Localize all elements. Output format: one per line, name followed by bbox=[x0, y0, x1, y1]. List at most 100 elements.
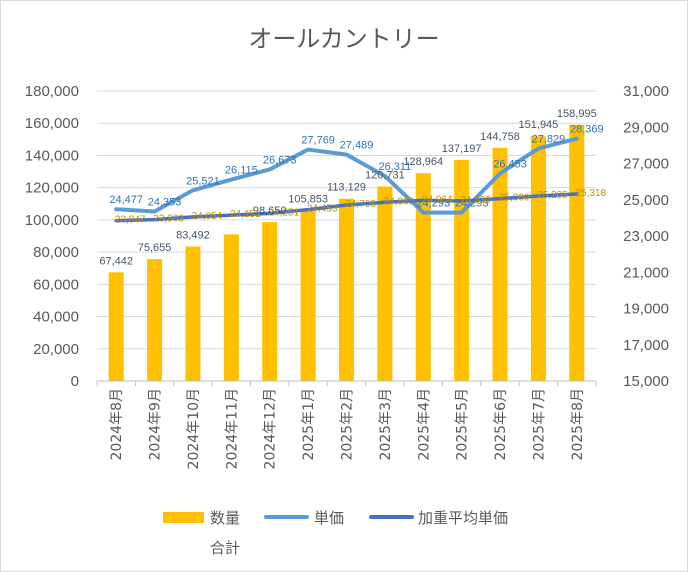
unit-price-label: 27,489 bbox=[340, 140, 374, 152]
weighted-avg-label: 24,708 bbox=[345, 199, 376, 210]
chart-title: オールカントリー bbox=[248, 25, 439, 53]
weighted-avg-label: 24,860 bbox=[384, 196, 415, 207]
x-tick-label: 2025年8月 bbox=[570, 388, 586, 461]
weighted-avg-label: 23,847 bbox=[115, 215, 146, 226]
x-tick-label: 2024年11月 bbox=[224, 388, 240, 469]
left-tick-label: 100,000 bbox=[25, 212, 79, 229]
unit-price-label: 26,115 bbox=[225, 165, 258, 177]
left-tick-label: 0 bbox=[71, 373, 79, 390]
quantity-bar bbox=[492, 147, 508, 381]
bar-data-label: 158,995 bbox=[557, 108, 597, 120]
quantity-bar bbox=[569, 124, 585, 381]
unit-price-label: 27,829 bbox=[532, 133, 566, 145]
legend-swatch-quantity bbox=[163, 512, 204, 523]
unit-price-line bbox=[114, 136, 579, 215]
weighted-avg-label: 24,453 bbox=[307, 204, 338, 215]
right-tick-label: 27,000 bbox=[623, 156, 669, 173]
x-tick-label: 2025年5月 bbox=[455, 388, 471, 461]
x-tick-label: 2024年8月 bbox=[109, 388, 125, 461]
weighted-avg-label: 25,060 bbox=[499, 193, 530, 204]
x-tick-label: 2025年3月 bbox=[378, 388, 394, 461]
quantity-bar bbox=[530, 136, 546, 381]
x-tick-label: 2024年12月 bbox=[263, 388, 279, 469]
weighted-avg-label: 24,151 bbox=[230, 209, 261, 220]
weighted-avg-label: 24,054 bbox=[192, 211, 223, 222]
right-tick-label: 31,000 bbox=[623, 83, 669, 100]
left-axis-ticks: 0 20,000 40,000 60,000 80,000 100,000 120,000 1… bbox=[25, 83, 79, 390]
unit-price-label: 27,769 bbox=[301, 135, 335, 147]
bar-data-label: 144,758 bbox=[480, 131, 520, 143]
x-tick-label: 2024年9月 bbox=[148, 388, 164, 461]
bar-data-label: 105,853 bbox=[288, 193, 328, 205]
x-tick-label: 2025年6月 bbox=[493, 388, 509, 461]
x-tick-label: 2025年1月 bbox=[301, 388, 317, 461]
quantity-bar bbox=[300, 210, 316, 381]
left-tick-label: 20,000 bbox=[33, 341, 79, 358]
left-tick-label: 40,000 bbox=[33, 309, 79, 326]
right-axis-ticks: 15,000 17,000 19,000 21,000 23,000 25,000 27,0… bbox=[623, 83, 669, 390]
unit-price-label: 24,293 bbox=[455, 198, 489, 210]
quantity-bar bbox=[454, 159, 470, 381]
x-tick-label: 2024年10月 bbox=[186, 388, 202, 469]
left-tick-label: 80,000 bbox=[33, 244, 79, 261]
unit-price-label: 28,369 bbox=[570, 124, 604, 136]
unit-price-label: 26,453 bbox=[493, 158, 527, 170]
right-tick-label: 29,000 bbox=[623, 119, 669, 136]
right-tick-label: 17,000 bbox=[623, 337, 669, 354]
right-tick-label: 19,000 bbox=[623, 301, 669, 318]
x-tick-label: 2025年7月 bbox=[531, 388, 547, 461]
weighted-avg-label: 24,251 bbox=[268, 207, 299, 218]
quantity-bars bbox=[108, 124, 585, 381]
x-tick-label: 2025年4月 bbox=[416, 388, 432, 461]
legend-label-unit-price: 単価 bbox=[314, 509, 344, 527]
legend-label-weighted-avg: 加重平均単価 bbox=[418, 509, 508, 527]
weighted-avg-price-line bbox=[114, 192, 579, 223]
bar-data-label: 113,129 bbox=[327, 182, 366, 194]
weighted-avg-label: 24,930 bbox=[460, 195, 491, 206]
legend-label-quantity: 数量 bbox=[210, 509, 240, 527]
weighted-avg-label: 24,964 bbox=[422, 194, 453, 205]
right-tick-label: 21,000 bbox=[623, 264, 669, 281]
quantity-bar bbox=[262, 222, 278, 381]
unit-price-label: 26,673 bbox=[263, 154, 297, 166]
weighted-avg-label: 25,318 bbox=[576, 188, 607, 199]
quantity-bar bbox=[415, 173, 431, 381]
left-tick-label: 160,000 bbox=[25, 115, 79, 132]
quantity-bar bbox=[108, 272, 124, 381]
quantity-bar bbox=[147, 259, 163, 381]
bar-data-label: 67,442 bbox=[99, 255, 133, 267]
unit-price-label: 26,311 bbox=[378, 161, 411, 173]
bar-data-label: 120,731 bbox=[365, 169, 405, 181]
quantity-bar bbox=[377, 186, 393, 381]
unit-price-label: 24,477 bbox=[109, 194, 143, 206]
right-tick-label: 23,000 bbox=[623, 228, 669, 245]
weighted-avg-label: 25,205 bbox=[537, 190, 568, 201]
bar-data-label: 151,945 bbox=[519, 119, 559, 131]
weighted-avg-label: 23,903 bbox=[153, 214, 184, 225]
quantity-bar bbox=[185, 246, 201, 381]
gridlines bbox=[97, 90, 596, 350]
unit-price-label: 25,521 bbox=[186, 175, 220, 187]
left-tick-label: 60,000 bbox=[33, 276, 79, 293]
quantity-bar bbox=[223, 234, 239, 381]
price-lines bbox=[114, 136, 579, 223]
data-labels: 67,44275,65583,49298,650105,853113,12912… bbox=[99, 108, 606, 268]
left-tick-label: 140,000 bbox=[25, 147, 79, 164]
bar-data-label: 128,964 bbox=[403, 156, 443, 168]
unit-price-label: 24,353 bbox=[148, 196, 182, 208]
x-axis bbox=[96, 380, 597, 386]
x-tick-label: 2025年2月 bbox=[340, 388, 356, 461]
right-tick-label: 15,000 bbox=[623, 373, 669, 390]
left-tick-label: 120,000 bbox=[25, 180, 79, 197]
legend-label-quantity-2: 合計 bbox=[210, 539, 240, 557]
bar-data-label: 137,197 bbox=[442, 143, 482, 155]
unit-price-label: 24,293 bbox=[416, 198, 450, 210]
bar-data-label: 75,655 bbox=[138, 242, 172, 254]
quantity-bar bbox=[339, 198, 354, 381]
left-tick-label: 180,000 bbox=[25, 83, 79, 100]
right-tick-label: 25,000 bbox=[623, 192, 669, 209]
x-axis-ticks: 2024年8月 2024年9月 2024年10月 2024年11月 2024年12月 20… bbox=[109, 388, 586, 469]
bar-data-label: 98,650 bbox=[253, 205, 287, 217]
